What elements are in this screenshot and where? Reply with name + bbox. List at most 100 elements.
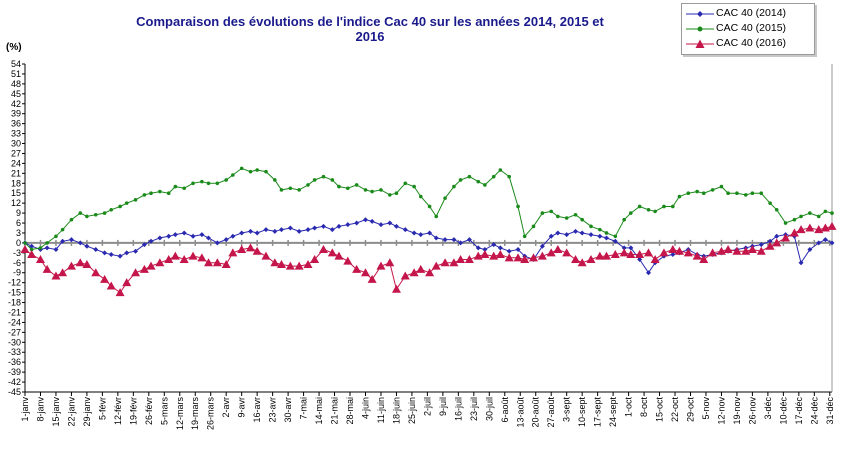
data-point bbox=[124, 201, 129, 205]
x-tick-label: 30-avr bbox=[283, 397, 293, 423]
data-point bbox=[223, 237, 229, 243]
y-tick-label: 54 bbox=[11, 59, 21, 69]
data-point bbox=[719, 184, 724, 189]
data-point bbox=[352, 264, 362, 273]
data-point bbox=[522, 234, 527, 239]
legend-label-2016: CAC 40 (2016) bbox=[716, 37, 787, 49]
data-point bbox=[379, 188, 383, 192]
x-tick-label: 16-juil bbox=[453, 397, 463, 421]
x-tick-label: 17-déc bbox=[794, 397, 804, 425]
data-point bbox=[279, 188, 284, 192]
y-tick-label: 6 bbox=[16, 218, 21, 228]
data-point bbox=[118, 204, 122, 209]
data-point bbox=[393, 223, 399, 229]
data-point bbox=[394, 191, 399, 196]
data-point bbox=[741, 246, 751, 255]
data-point bbox=[166, 191, 171, 196]
y-tick-label: 42 bbox=[11, 99, 21, 109]
x-tick-label: 24-déc bbox=[809, 397, 819, 425]
data-point bbox=[816, 214, 821, 219]
data-point bbox=[200, 179, 204, 184]
data-point bbox=[653, 209, 657, 214]
data-point bbox=[230, 233, 236, 239]
data-point bbox=[321, 174, 326, 179]
data-point bbox=[629, 211, 633, 215]
data-point bbox=[312, 225, 318, 231]
y-tick-label: -30 bbox=[8, 337, 21, 347]
data-point bbox=[750, 191, 755, 196]
x-tick-label: 10-déc bbox=[778, 397, 788, 425]
data-point bbox=[29, 243, 35, 249]
data-point bbox=[427, 230, 433, 236]
y-tick-label: -9 bbox=[13, 268, 21, 278]
data-point bbox=[403, 181, 408, 186]
data-point bbox=[214, 240, 220, 246]
data-point bbox=[78, 211, 83, 215]
chart-legend: CAC 40 (2014) CAC 40 (2015) CAC 40 (2016… bbox=[681, 3, 815, 55]
data-point bbox=[75, 258, 85, 267]
data-point bbox=[191, 181, 195, 186]
data-point bbox=[805, 223, 815, 232]
data-point bbox=[370, 189, 374, 194]
data-point bbox=[188, 251, 198, 260]
data-point bbox=[320, 223, 326, 229]
data-point bbox=[310, 254, 320, 263]
x-tick-label: 17-sept bbox=[593, 397, 603, 428]
data-point bbox=[305, 227, 311, 233]
series-line bbox=[24, 167, 833, 251]
data-point bbox=[556, 214, 560, 219]
data-point bbox=[699, 254, 709, 263]
data-point bbox=[659, 248, 669, 257]
data-point bbox=[759, 191, 764, 196]
data-point bbox=[60, 238, 66, 244]
data-point bbox=[799, 214, 803, 219]
data-point bbox=[367, 274, 377, 283]
x-tick-label: 11-juin bbox=[376, 397, 386, 423]
data-point bbox=[758, 242, 764, 248]
x-tick-label: 29-janv bbox=[82, 397, 92, 427]
data-point bbox=[796, 225, 806, 234]
data-point bbox=[601, 251, 611, 260]
data-point bbox=[170, 251, 180, 260]
y-tick-label: 51 bbox=[11, 69, 21, 79]
data-point bbox=[376, 261, 386, 270]
y-tick-label: 24 bbox=[11, 158, 21, 168]
data-point bbox=[239, 166, 244, 171]
data-point bbox=[388, 193, 392, 197]
data-point bbox=[555, 230, 561, 236]
data-point bbox=[668, 245, 678, 254]
x-tick-label: 23-avr bbox=[268, 397, 278, 423]
data-point bbox=[345, 222, 351, 228]
data-point bbox=[221, 259, 231, 268]
data-point bbox=[53, 247, 59, 253]
y-tick-label: -42 bbox=[8, 377, 21, 387]
data-point bbox=[146, 261, 156, 270]
data-point bbox=[792, 217, 797, 222]
data-point bbox=[84, 243, 90, 249]
data-point bbox=[504, 253, 514, 262]
data-point bbox=[82, 259, 92, 268]
y-tick-label: 18 bbox=[11, 178, 21, 188]
x-tick-label: 22-oct bbox=[670, 397, 680, 423]
data-point bbox=[106, 281, 116, 290]
data-point bbox=[142, 193, 147, 197]
data-point bbox=[296, 228, 302, 234]
data-point bbox=[231, 173, 235, 177]
x-tick-label: 19-févr bbox=[128, 397, 138, 425]
data-point bbox=[674, 246, 684, 255]
y-tick-label: -15 bbox=[8, 288, 21, 298]
x-tick-label: 27-août bbox=[546, 397, 556, 428]
data-point bbox=[579, 230, 585, 236]
data-point bbox=[354, 183, 359, 187]
data-point bbox=[433, 235, 439, 241]
data-point bbox=[346, 186, 350, 191]
x-tick-label: 8-oct bbox=[639, 397, 649, 418]
data-point bbox=[781, 233, 791, 242]
data-point bbox=[327, 248, 337, 257]
data-point bbox=[586, 254, 596, 263]
x-tick-label: 24-sept bbox=[608, 397, 618, 428]
data-point bbox=[287, 225, 293, 231]
data-point bbox=[692, 251, 702, 260]
data-point bbox=[264, 169, 268, 174]
